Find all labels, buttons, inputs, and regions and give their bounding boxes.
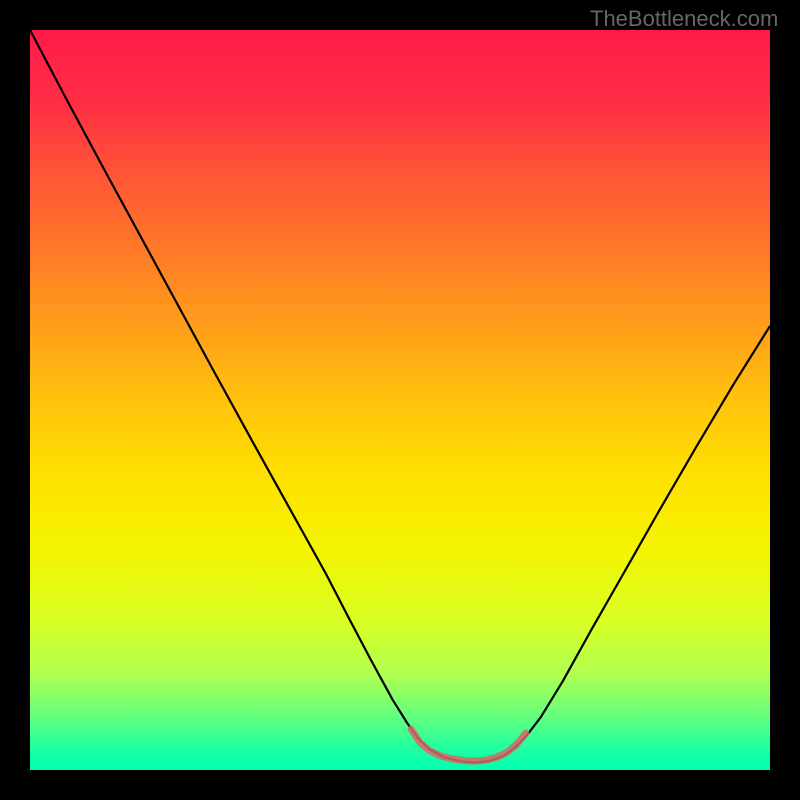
watermark-text: TheBottleneck.com (590, 6, 778, 32)
plot-area (30, 30, 770, 770)
chart-svg (30, 30, 770, 770)
chart-container: TheBottleneck.com (0, 0, 800, 800)
gradient-background (30, 30, 770, 770)
